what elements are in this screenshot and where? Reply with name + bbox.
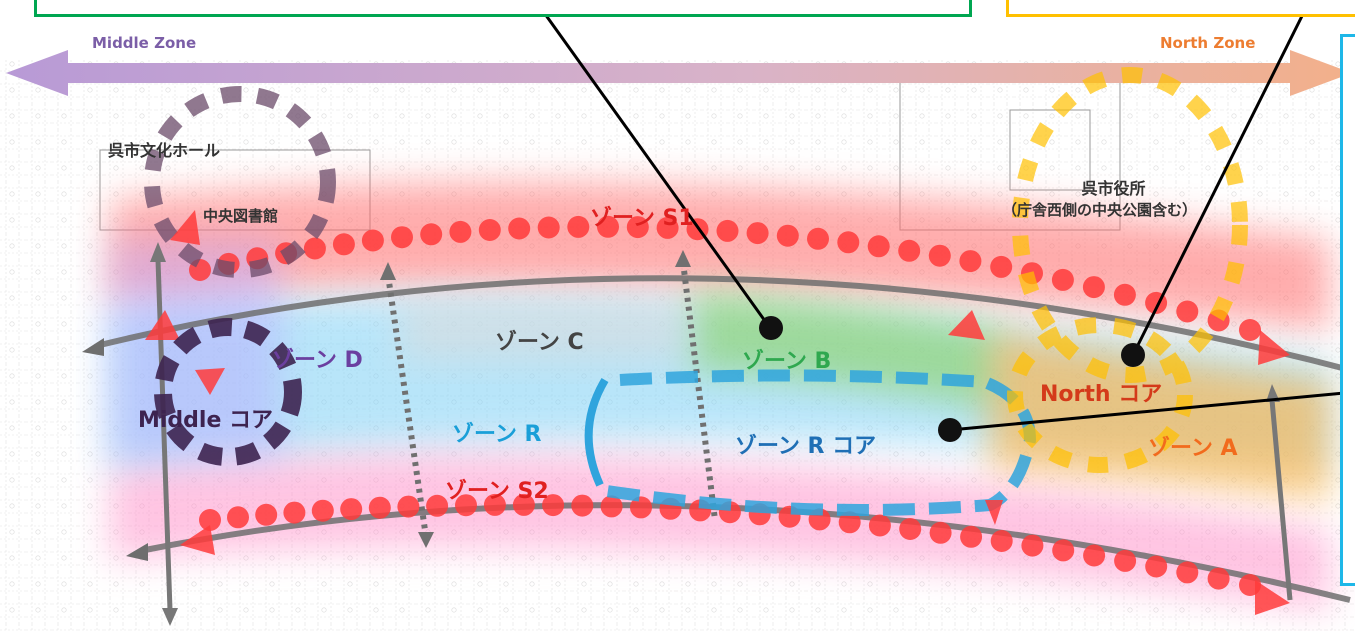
city-hall-label: 呉市役所 （庁舎西側の中央公園含む） <box>1002 175 1197 220</box>
red-dot <box>567 215 590 238</box>
zone-b-label: ゾーン B <box>742 349 832 374</box>
kure-cultural-hall-label: 呉市文化ホール <box>108 141 221 160</box>
red-dot <box>537 216 560 239</box>
north-core-label: North コア <box>1040 382 1163 407</box>
red-dot <box>426 494 449 517</box>
red-dot <box>368 496 391 519</box>
red-dot <box>1145 555 1168 578</box>
leader-lines <box>533 0 1355 432</box>
zone-d-label: ゾーン D <box>272 348 363 373</box>
red-dot <box>990 530 1013 552</box>
red-dot <box>508 217 531 240</box>
red-dot <box>837 231 860 254</box>
zone-r-core-pin <box>938 418 962 442</box>
red-dot <box>1207 567 1230 590</box>
middle-zone-circle <box>144 86 336 278</box>
red-dot <box>597 215 619 238</box>
red-dot <box>1114 549 1137 572</box>
zone-dividers <box>385 261 718 531</box>
callout-panel-cyan <box>1340 34 1355 586</box>
red-dot <box>397 495 420 518</box>
zone-s1-dots <box>189 215 1261 341</box>
middle-core-circle <box>154 318 302 466</box>
red-dot <box>361 229 384 252</box>
red-dot <box>656 216 679 239</box>
red-dot <box>1021 534 1044 557</box>
red-dot <box>807 227 829 250</box>
callout-box-green <box>34 0 972 17</box>
red-dot <box>776 224 799 247</box>
red-dot <box>512 493 535 516</box>
red-dot <box>255 503 278 526</box>
red-dot <box>600 495 623 518</box>
red-dot <box>340 498 363 521</box>
red-dot <box>420 223 443 246</box>
middle-core-label: Middle コア <box>138 408 274 433</box>
red-dot <box>1113 283 1136 306</box>
zone-c-label: ゾーン C <box>495 330 584 355</box>
red-dot <box>838 511 861 534</box>
red-dot <box>630 496 652 519</box>
zone-b-pin <box>759 316 783 340</box>
north-zone-heading: North Zone <box>1160 34 1256 52</box>
zone-r-bracket <box>584 377 609 487</box>
red-dot <box>478 219 501 241</box>
red-dot <box>1052 539 1075 562</box>
red-dot <box>1082 276 1105 299</box>
red-dot <box>483 493 506 516</box>
north-core-pin <box>1121 343 1145 367</box>
red-dot <box>960 525 983 548</box>
red-dot <box>449 220 472 243</box>
north-zone-circle <box>1007 67 1248 473</box>
callout-box-yellow <box>1006 0 1355 17</box>
red-dot <box>303 237 326 260</box>
city-hall-note: （庁舎西側の中央公園含む） <box>1002 201 1198 219</box>
zone-a-label: ゾーン A <box>1148 436 1238 461</box>
red-dot <box>868 514 891 537</box>
red-dot <box>898 239 921 262</box>
red-dot <box>959 250 982 273</box>
red-dot <box>1176 300 1199 323</box>
red-dot <box>990 255 1013 278</box>
red-dot <box>626 216 649 239</box>
red-dot <box>227 506 249 529</box>
red-dot <box>716 219 739 242</box>
red-dot <box>571 494 594 517</box>
zone-r-label: ゾーン R <box>452 422 542 447</box>
red-dot <box>746 222 769 245</box>
zone-s2-label: ゾーン S2 <box>445 479 549 504</box>
zone-direction-arrow <box>6 50 1352 96</box>
red-dot <box>929 521 952 544</box>
red-dot <box>928 244 951 267</box>
zone-r-core-label: ゾーン R コア <box>735 434 877 459</box>
city-hall-name: 呉市役所 <box>1081 179 1146 198</box>
red-dot <box>867 235 890 258</box>
red-dot <box>199 509 221 531</box>
red-dot <box>1051 268 1074 291</box>
red-dot <box>283 501 306 524</box>
red-dot <box>1083 544 1106 567</box>
red-dot <box>311 499 334 522</box>
red-dot <box>391 226 413 249</box>
red-dot <box>542 494 565 517</box>
middle-zone-heading: Middle Zone <box>92 34 197 52</box>
zone-s1-label: ゾーン S1 <box>590 206 694 231</box>
central-library-label: 中央図書館 <box>203 207 279 225</box>
red-dot <box>455 494 477 517</box>
red-dot <box>1176 561 1199 584</box>
red-dot <box>332 233 355 256</box>
red-dot <box>1239 319 1261 341</box>
red-dot <box>899 518 922 540</box>
